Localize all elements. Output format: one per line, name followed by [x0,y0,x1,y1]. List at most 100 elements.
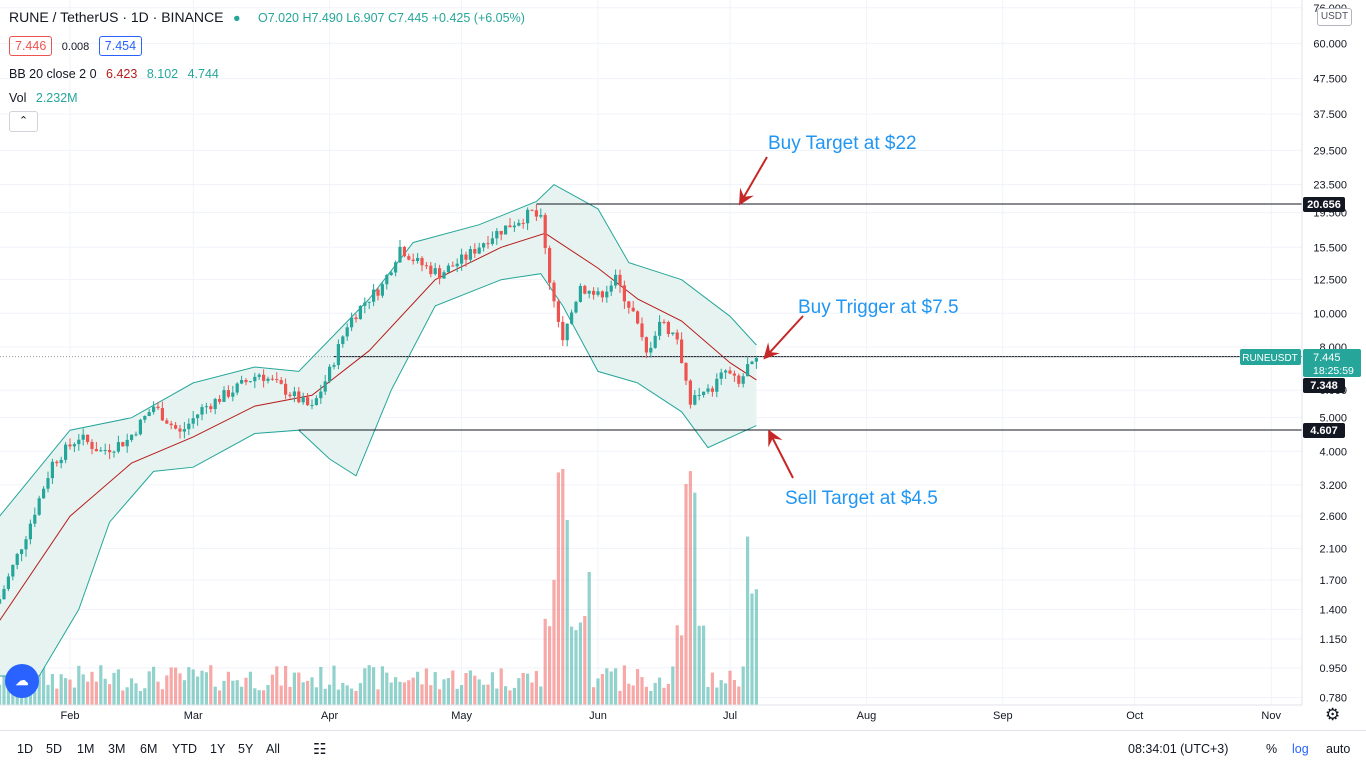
candle-body [534,210,538,217]
volume-bar [688,471,692,705]
bollinger-upper-line [0,183,757,517]
range-button-1m[interactable]: 1M [77,742,95,756]
volume-bar [710,672,714,705]
range-button-1d[interactable]: 1D [17,742,33,756]
symbol-tag-bg [1240,349,1301,365]
volume-bar [226,671,230,705]
candle-body [649,347,653,353]
candle-body [363,302,367,306]
volume-bar [693,492,697,705]
buy-price-button[interactable]: 7.454 [98,36,143,56]
volume-bar [508,690,512,705]
range-button-5y[interactable]: 5Y [238,742,254,756]
candle-body [710,388,714,392]
volume-bar [631,685,635,705]
candles [0,204,758,605]
volume-bar [2,668,6,705]
volume-bar [416,671,420,705]
y-tick-label: 29.500 [1313,145,1347,157]
volume-bar [231,680,235,705]
log-toggle[interactable]: log [1292,742,1309,756]
volume-bar [138,690,142,705]
volume-bar [455,688,459,705]
y-tick-label: 3.200 [1319,480,1347,492]
volume-bar [152,666,156,705]
candle-body [693,395,697,405]
annotation-arrow [738,156,768,206]
currency-tag[interactable]: USDT [1317,8,1352,26]
volume-bar [517,678,521,705]
volume-bar [284,665,288,705]
collapse-legend-button[interactable]: ⌃ [9,111,38,132]
percent-toggle[interactable]: % [1266,742,1278,756]
buy-target-tag: 20.656 [1303,197,1345,212]
candle-body [473,249,477,254]
bollinger-legend[interactable]: BB 20 close 2 0 6.423 8.102 4.744 [9,67,225,81]
annotation-arrow [763,315,804,360]
volume-bar [719,680,723,705]
candle-body [59,459,63,464]
volume-bar [556,472,560,705]
candle-body [336,344,340,366]
candle-body [455,263,459,267]
candle-body [741,376,745,384]
candle-body [20,549,24,555]
volume-legend[interactable]: Vol 2.232M [9,91,84,105]
volume-bar [380,666,384,705]
volume-bar [350,688,354,705]
range-button-5d[interactable]: 5D [46,742,62,756]
candle-body [675,332,679,340]
volume-bar [477,679,481,705]
volume-bar [323,688,327,705]
candle-body [548,248,552,283]
volume-bar [336,689,340,705]
price-axis: 76.00060.00047.50037.50029.50023.50019.5… [1240,0,1361,705]
range-button-6m[interactable]: 6M [140,742,158,756]
candle-body [292,391,296,397]
volume-bar [279,685,283,705]
volume-bar [587,571,591,705]
candle-body [314,398,318,406]
candle-body [468,249,472,260]
price-chart[interactable]: Buy Target at $22 Buy Trigger at $7.5 Sell… [0,0,1366,730]
candle-body [644,337,648,353]
candle-body [165,420,169,424]
volume-bar [411,677,415,705]
candle-body [200,407,204,415]
volume-bar [548,626,552,705]
candle-body [605,291,609,298]
volume-bar [222,680,226,705]
candle-body [0,599,2,604]
range-button-3m[interactable]: 3M [108,742,126,756]
range-button-1y[interactable]: 1Y [210,742,226,756]
annotation-arrow [768,429,794,479]
annotations: Buy Target at $22 Buy Trigger at $7.5 Sell… [738,133,959,509]
range-button-ytd[interactable]: YTD [172,742,197,756]
candle-body [684,363,688,381]
volume-bar [499,668,503,705]
volume-bar [266,684,270,705]
volume-bar [143,688,147,705]
volume-bar [473,675,477,705]
date-range-icon[interactable]: ☷ [313,741,327,758]
volume-bar [42,666,46,705]
auto-toggle[interactable]: auto [1326,742,1351,756]
volume-bar [605,668,609,705]
sell-price-button[interactable]: 7.446 [9,36,53,56]
candle-body [160,408,164,421]
volume-bar [684,483,688,705]
candle-body [11,564,15,577]
candle-body [350,317,354,328]
candle-body [627,301,631,308]
clock-text[interactable]: 08:34:01 (UTC+3) [1128,742,1229,756]
volume-bar [552,579,556,705]
candle-body [147,412,151,417]
candle-body [328,366,332,382]
candle-body [460,254,464,264]
candle-body [143,416,147,420]
volume-bar [319,666,323,705]
range-button-all[interactable]: All [266,742,280,756]
x-tick-label: Jul [723,710,737,722]
gear-icon[interactable]: ⚙ [1325,705,1341,724]
volume-bar [398,681,402,705]
